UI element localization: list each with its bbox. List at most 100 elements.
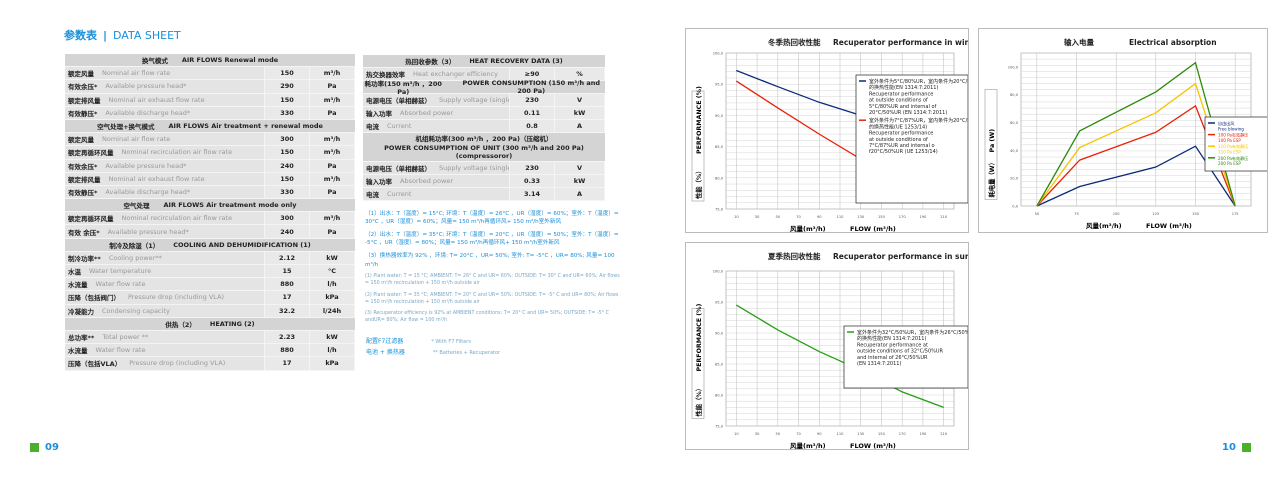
chart-title: Recuperator performance in winter bbox=[833, 38, 969, 47]
row-unit: m³/h bbox=[310, 146, 355, 159]
chart-title-cn: 输入电量 bbox=[1064, 37, 1094, 47]
x-tick-label: 100 bbox=[1113, 212, 1121, 216]
row-label-en: Heat exchanger efficiency bbox=[413, 70, 498, 78]
legend-label-cn: 自由出风 bbox=[1218, 120, 1234, 126]
title-separator: | bbox=[103, 29, 108, 42]
section-header: 换气模式 AIR FLOWS Renewal mode bbox=[65, 54, 355, 68]
notes: （1）出水：T（温度）= 15°C; 环境：T（温度）= 26°C ，UR（湿度… bbox=[365, 210, 620, 330]
legend-label-en: 110 Pa ESP bbox=[1218, 150, 1241, 155]
row-unit: l/h bbox=[310, 278, 355, 291]
row-label-cn: 有效 余压* bbox=[68, 228, 100, 237]
row-label-en: Available pressure head* bbox=[107, 227, 189, 236]
x-tick-label: 170 bbox=[899, 432, 907, 436]
section-header-cn: 热回收参数（3） bbox=[405, 58, 456, 66]
table-row: 输入功率 Absorbed power 0.11 kW bbox=[363, 107, 605, 120]
row-value: 150 bbox=[265, 93, 310, 106]
row-label: 压降（包括VLA） Pressure drop (including VLA) bbox=[65, 357, 265, 370]
row-label-en: Water flow rate bbox=[95, 346, 146, 355]
table-row: 额定排风量 Nominal air exhaust flow rate 150 m³/… bbox=[65, 93, 355, 107]
row-label: 额定再循环风量 Nominal recirculation air flow ra… bbox=[65, 146, 265, 159]
section-header-cn: 耗功率(150 m³/h ，200 Pa) bbox=[364, 80, 442, 96]
legend-label-cn: 室外条件为5°C/80%UR，室内条件为20°C/50%UR时的换热性能(EN … bbox=[869, 78, 969, 91]
title-en: DATA SHEET bbox=[113, 29, 181, 42]
section-header: 供热（2） HEATING (2) bbox=[65, 317, 355, 331]
note-cn-2: （2）出水：T（温度）= 35°C; 环境：T（温度）= 20°C ，UR（湿度… bbox=[365, 232, 619, 247]
row-label-cn: 额定再循环风量 bbox=[68, 149, 114, 158]
section-header-en: AIR FLOWS Renewal mode bbox=[181, 56, 279, 65]
x-label: FLOW (m³/h) bbox=[850, 225, 896, 233]
y-tick-label: 85,0 bbox=[715, 363, 724, 367]
y-tick-label: 60,0 bbox=[1010, 121, 1019, 125]
row-unit: kW bbox=[310, 251, 355, 264]
legend-label-cn: 室外条件为7°C/87%UR，室内条件为20°C/50%UR时的换热性能(UE … bbox=[869, 117, 969, 130]
section-header: 制冷及除湿（1） COOLING AND DEHUMIDIFICATION (1) bbox=[65, 238, 355, 252]
y-tick-label: 80,0 bbox=[715, 176, 724, 180]
row-label-cn: 有效静压* bbox=[68, 188, 98, 197]
row-label-en: Current bbox=[387, 122, 412, 130]
row-value: 0.11 bbox=[510, 107, 555, 119]
y-tick-label: 80,0 bbox=[1010, 93, 1019, 97]
x-tick-label: 125 bbox=[1152, 212, 1159, 216]
title-cn: 参数表 bbox=[64, 29, 97, 42]
row-unit: % bbox=[555, 68, 605, 80]
row-unit: l/24h bbox=[310, 304, 355, 317]
row-label: 额定排风量 Nominal air exhaust flow rate bbox=[65, 172, 265, 185]
row-label-cn: 压降（包括阀门） bbox=[68, 294, 120, 303]
table-row: 压降（包括阀门） Pressure drop (including VLA) 17 k… bbox=[65, 291, 355, 305]
section-header: 热回收参数（3） HEAT RECOVERY DATA (3) bbox=[363, 55, 605, 68]
chart-title-cn: 冬季热回收性能 bbox=[768, 37, 821, 47]
footnote-cn: 配置F7过滤器 bbox=[366, 338, 404, 345]
row-value: 150 bbox=[265, 172, 310, 185]
y-label-cn: 耗电量（W） bbox=[987, 159, 996, 197]
row-unit: m³/h bbox=[310, 67, 355, 80]
row-value: 32.2 bbox=[265, 304, 310, 317]
chart-title: Recuperator performance in summer bbox=[833, 252, 969, 261]
row-label: 水流量 Water flow rate bbox=[65, 278, 265, 291]
row-value: 150 bbox=[265, 67, 310, 80]
row-label: 有效余压* Available pressure head* bbox=[65, 159, 265, 172]
x-label-cn: 风量(m³/h) bbox=[1086, 221, 1122, 230]
table-row: 水温 Water temperature 15 °C bbox=[65, 265, 355, 279]
row-label: 水温 Water temperature bbox=[65, 265, 265, 278]
row-unit: Pa bbox=[310, 80, 355, 93]
row-label-en: Nominal recirculation air flow rate bbox=[121, 148, 233, 157]
note-en-3: (3) Recuperator efficiency is 92% at AMB… bbox=[365, 311, 609, 324]
x-tick-label: 210 bbox=[940, 215, 948, 219]
x-tick-label: 130 bbox=[857, 215, 865, 219]
row-label: 输入功率 Absorbed power bbox=[363, 107, 510, 119]
row-value: 880 bbox=[265, 344, 310, 357]
table-row: 有效静压* Available discharge head* 330 Pa bbox=[65, 185, 355, 200]
row-label: 输入功率 Absorbed power bbox=[363, 174, 510, 187]
left-spec-table: 换气模式 AIR FLOWS Renewal mode 额定风量 Nominal ai… bbox=[65, 54, 355, 371]
row-unit: kW bbox=[555, 107, 605, 119]
row-value: 300 bbox=[265, 212, 310, 225]
row-label-cn: 输入功率 bbox=[366, 177, 392, 186]
row-label-cn: 电流 bbox=[366, 123, 379, 131]
section-header: 空气处理+换气模式 AIR FLOWS Air treatment + renew… bbox=[65, 119, 355, 134]
row-label: 额定风量 Nominal air flow rate bbox=[65, 67, 265, 80]
x-tick-label: 10 bbox=[734, 215, 739, 219]
row-unit: A bbox=[555, 120, 605, 132]
row-label-en: Nominal recirculation air flow rate bbox=[121, 214, 233, 223]
row-label: 有效静压* Available discharge head* bbox=[65, 106, 265, 119]
row-unit: m³/h bbox=[310, 93, 355, 106]
row-value: 17 bbox=[265, 291, 310, 304]
page-number-text: 10 bbox=[1222, 442, 1236, 453]
row-unit: m³/h bbox=[310, 212, 355, 225]
row-label-cn: 额定风量 bbox=[68, 70, 94, 79]
legend-label-en: 100 Pa ESP bbox=[1218, 138, 1241, 143]
table-row: 冷凝能力 Condensing capacity 32.2 l/24h bbox=[65, 304, 355, 318]
table-row: 有效 余压* Available pressure head* 240 Pa bbox=[65, 225, 355, 239]
row-value: 880 bbox=[265, 278, 310, 291]
row-label-cn: 有效余压* bbox=[68, 162, 98, 171]
table-row: 制冷功率** Cooling power** 2.12 kW bbox=[65, 251, 355, 265]
table-row: 电源电压（单相赫兹） Supply voltage (single-phase H… bbox=[363, 94, 605, 107]
table-row: 热交换器效率 Heat exchanger efficiency ≥90% bbox=[363, 68, 605, 81]
row-label-en: Nominal air flow rate bbox=[102, 135, 171, 144]
y-tick-label: 75,0 bbox=[715, 208, 724, 212]
row-label-en: Total power ** bbox=[102, 333, 149, 342]
x-tick-label: 90 bbox=[817, 215, 822, 219]
y-tick-label: 100,0 bbox=[713, 52, 724, 56]
x-tick-label: 30 bbox=[755, 432, 760, 436]
footnote-cn: 电池 + 换热器 bbox=[366, 349, 405, 356]
